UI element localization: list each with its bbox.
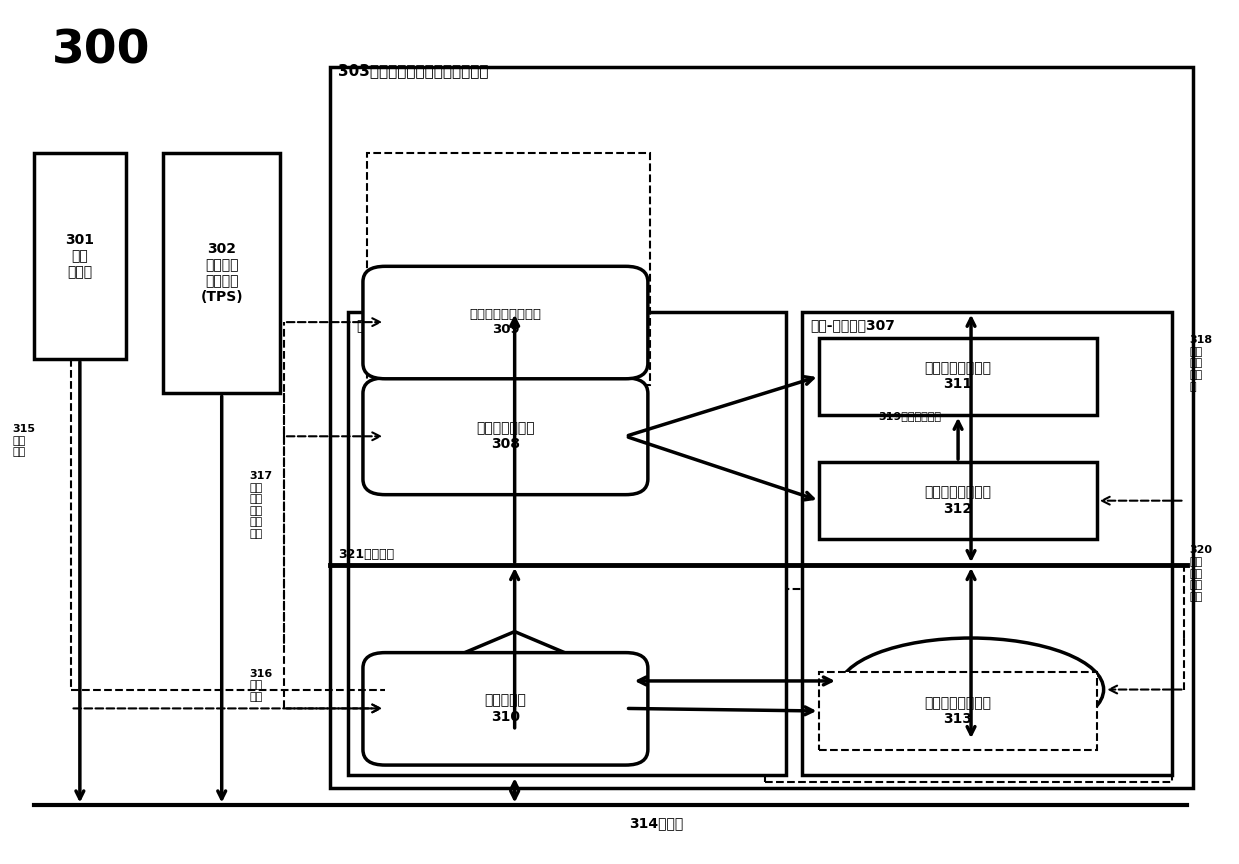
Text: 存储设备306: 存储设备306 — [357, 319, 419, 333]
FancyBboxPatch shape — [802, 312, 1172, 775]
Text: 模型参数校准模块
313: 模型参数校准模块 313 — [924, 696, 991, 726]
Text: 316
计算
数据: 316 计算 数据 — [249, 669, 273, 702]
FancyBboxPatch shape — [367, 153, 650, 384]
Text: 302
放射治疗
计划系统
(TPS): 302 放射治疗 计划系统 (TPS) — [201, 242, 243, 304]
FancyBboxPatch shape — [348, 312, 786, 775]
Text: 314局域网: 314局域网 — [629, 816, 684, 830]
Text: 300: 300 — [52, 29, 151, 73]
Text: 深度偏差计算模块
312: 深度偏差计算模块 312 — [924, 486, 991, 516]
FancyBboxPatch shape — [819, 338, 1097, 415]
Ellipse shape — [839, 638, 1104, 741]
Text: 内存-处理引擎307: 内存-处理引擎307 — [810, 319, 896, 333]
FancyBboxPatch shape — [363, 266, 648, 378]
Text: 301
平面
探测器: 301 平面 探测器 — [66, 232, 94, 279]
Polygon shape — [398, 632, 632, 730]
Text: 处理器304: 处理器304 — [484, 673, 544, 689]
FancyBboxPatch shape — [363, 378, 648, 495]
Text: 320
测量
平面
剂量
分布: 320 测量 平面 剂量 分布 — [1189, 545, 1212, 602]
FancyBboxPatch shape — [819, 462, 1097, 539]
Text: 321内部总线: 321内部总线 — [338, 548, 394, 561]
Text: 模型设置文件和程序
309: 模型设置文件和程序 309 — [470, 308, 541, 336]
FancyBboxPatch shape — [330, 67, 1193, 788]
FancyBboxPatch shape — [764, 589, 1172, 782]
Text: 剂量分布数据集
308: 剂量分布数据集 308 — [476, 421, 535, 451]
FancyBboxPatch shape — [164, 153, 280, 393]
Text: 校准数据集
310: 校准数据集 310 — [484, 693, 527, 723]
FancyBboxPatch shape — [33, 153, 126, 359]
Text: 315
测量
数据: 315 测量 数据 — [12, 424, 36, 457]
Text: 317
放疗
计划
剂量
分布
数据: 317 放疗 计划 剂量 分布 数据 — [249, 471, 273, 539]
FancyBboxPatch shape — [363, 652, 648, 766]
FancyBboxPatch shape — [819, 672, 1097, 750]
Text: 剂量分布计算模块
311: 剂量分布计算模块 311 — [924, 361, 991, 391]
Text: 用户界面 305: 用户界面 305 — [934, 682, 1007, 697]
Text: 318
测量
平面
深度
值: 318 测量 平面 深度 值 — [1189, 335, 1213, 391]
Text: 319测量点偏差值: 319测量点偏差值 — [878, 411, 942, 421]
Text: 303平面探测器剂量数据处理系统: 303平面探测器剂量数据处理系统 — [338, 63, 488, 79]
